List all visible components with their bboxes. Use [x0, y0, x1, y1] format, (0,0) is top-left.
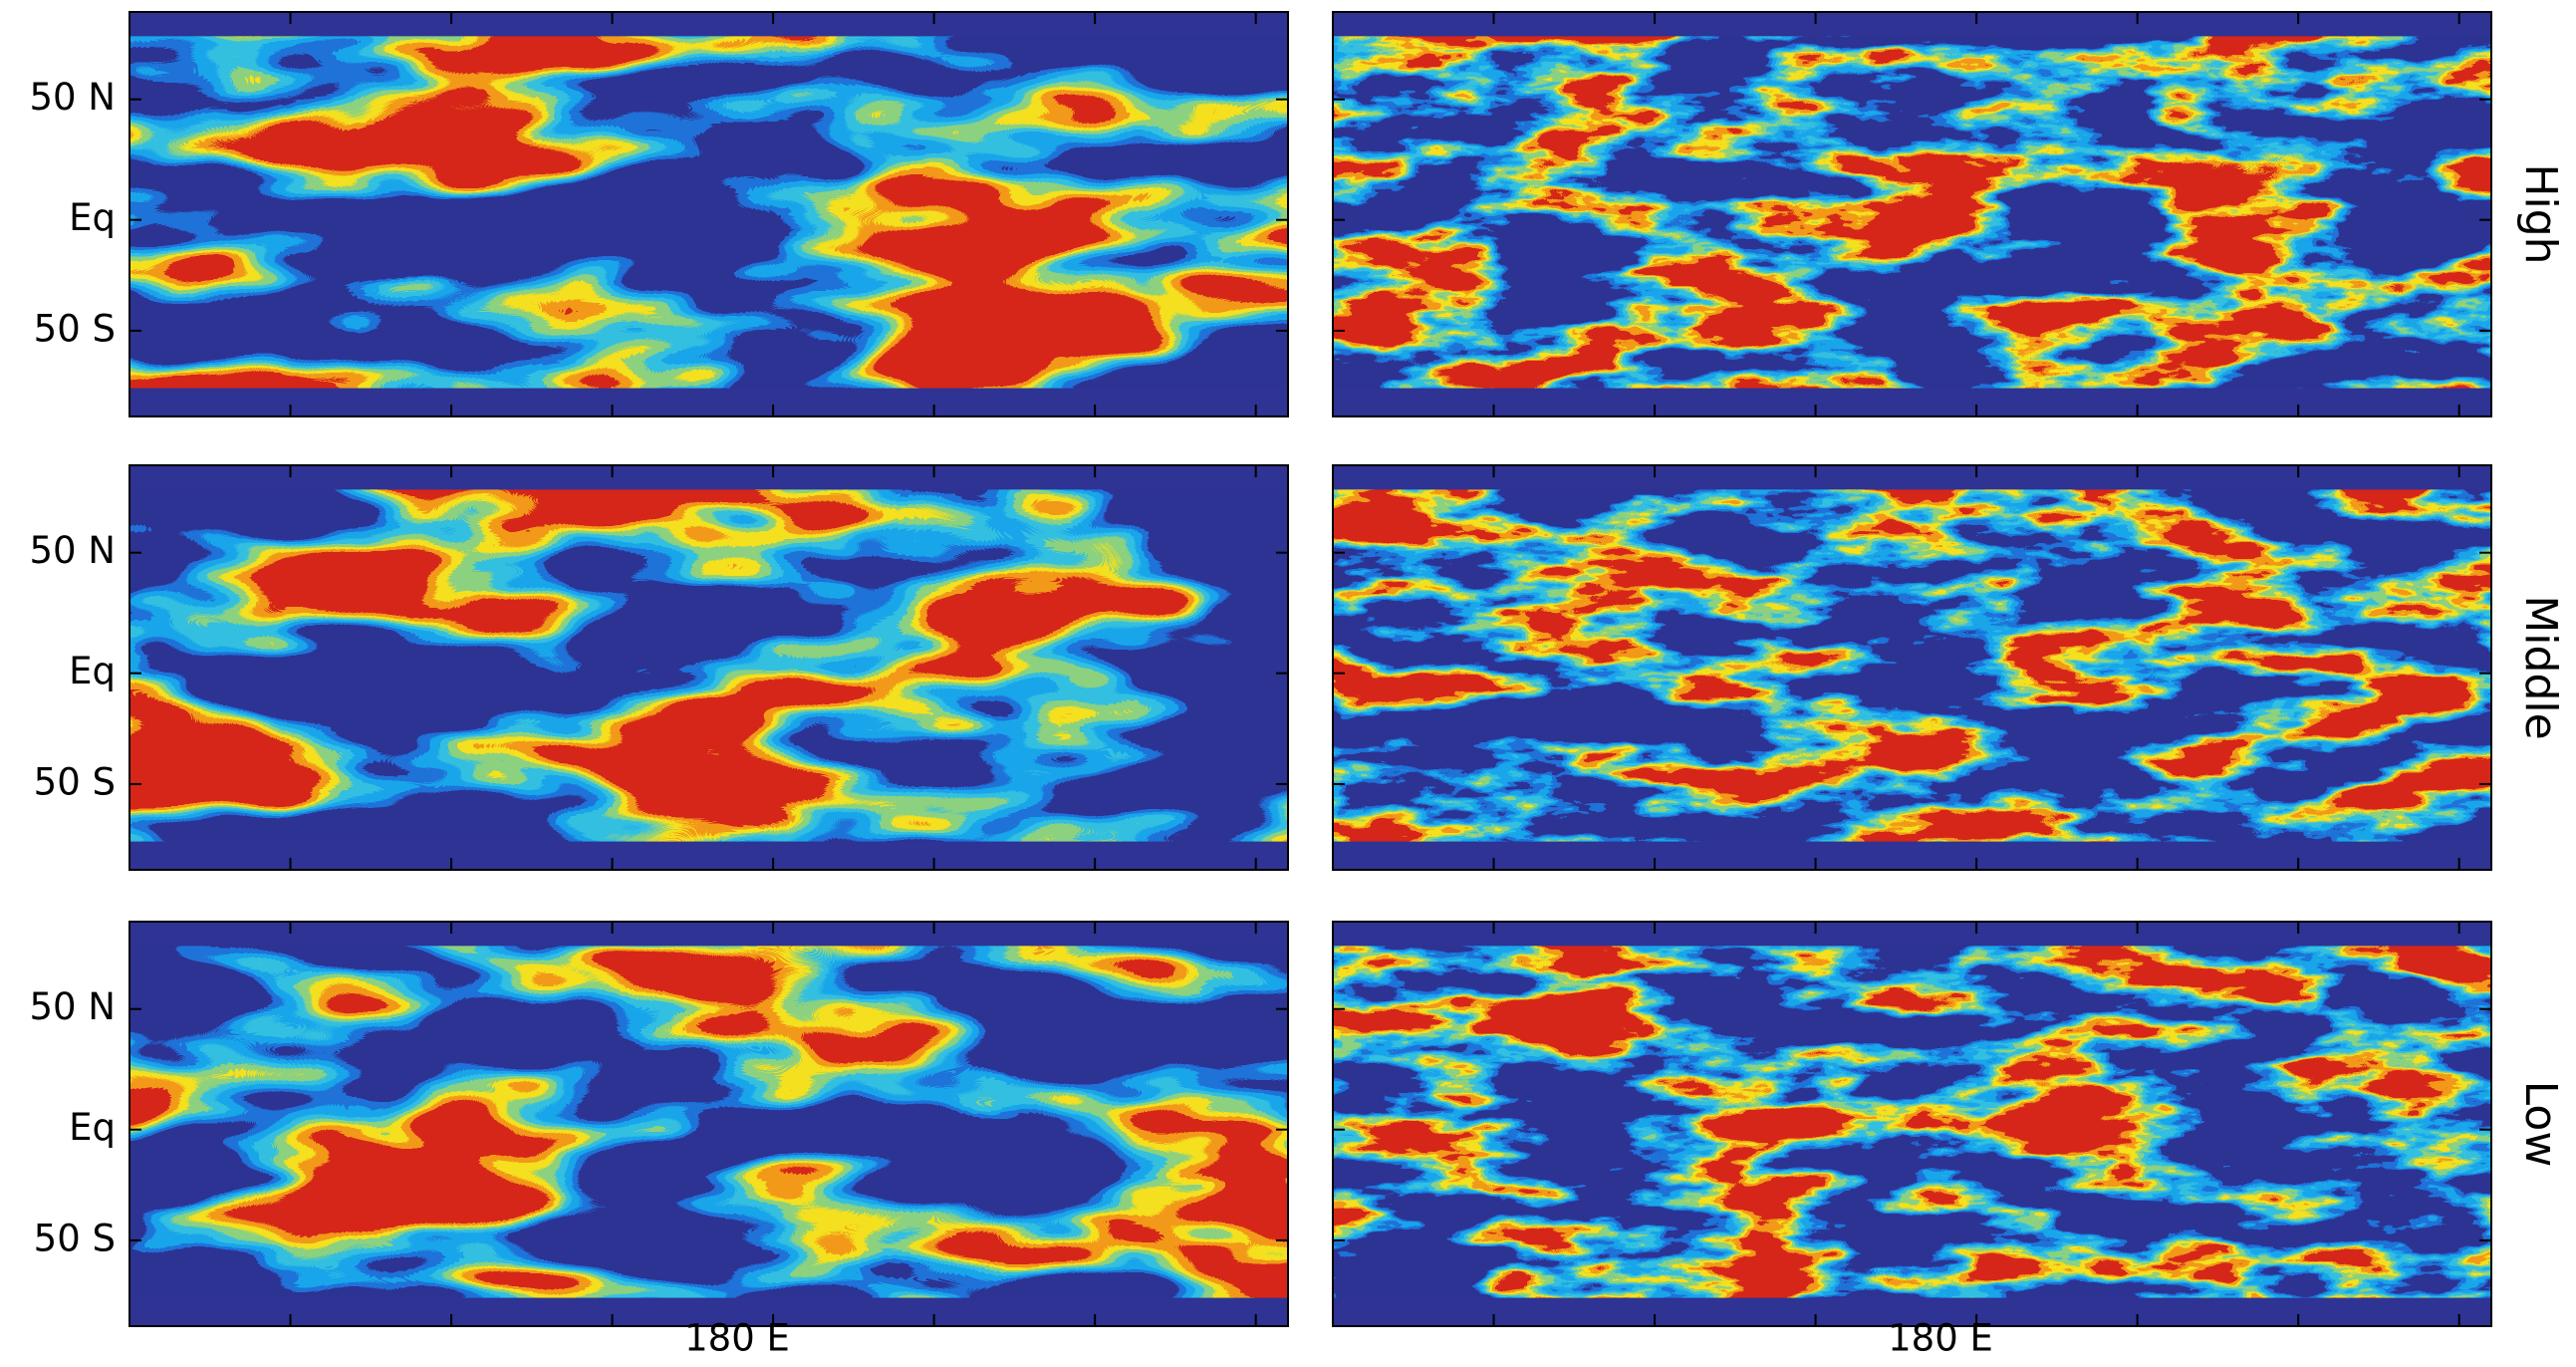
axes-frame [1332, 11, 2492, 417]
polar-band [129, 388, 1288, 416]
map-field [129, 12, 1288, 416]
y-tick-label: 50 N [29, 76, 116, 119]
axes-frame [129, 921, 1289, 1327]
map-field [1333, 922, 2491, 1326]
y-tick-label: Eq [69, 1106, 116, 1149]
axes-frame [129, 464, 1289, 871]
y-tick-label: 50 N [29, 529, 116, 572]
row-label: Middle [2515, 595, 2566, 739]
y-tick-label: Eq [69, 196, 116, 239]
map-field [1333, 465, 2491, 870]
row-label: High [2515, 163, 2566, 264]
polar-band [129, 465, 1288, 490]
axes-frame [1332, 921, 2492, 1327]
map-field [129, 922, 1288, 1326]
map-field [129, 465, 1288, 870]
polar-band [1333, 841, 2491, 870]
y-tick-label: 50 S [34, 760, 116, 803]
polar-band [129, 841, 1288, 870]
polar-band [1333, 388, 2491, 416]
axes-frame [129, 11, 1289, 417]
map-field [1333, 12, 2491, 416]
polar-band [1333, 12, 2491, 37]
polar-band [1333, 922, 2491, 947]
y-tick-label: 50 S [34, 1217, 116, 1259]
row-label: Low [2515, 1081, 2566, 1168]
x-tick-label: 180 E [1888, 1317, 1993, 1360]
axes-frame [1332, 464, 2492, 871]
polar-band [129, 12, 1288, 37]
y-tick-label: 50 N [29, 985, 116, 1028]
polar-band [129, 922, 1288, 947]
y-tick-label: Eq [69, 650, 116, 692]
y-tick-label: 50 S [34, 307, 116, 350]
x-tick-label: 180 E [684, 1317, 790, 1360]
polar-band [1333, 465, 2491, 490]
